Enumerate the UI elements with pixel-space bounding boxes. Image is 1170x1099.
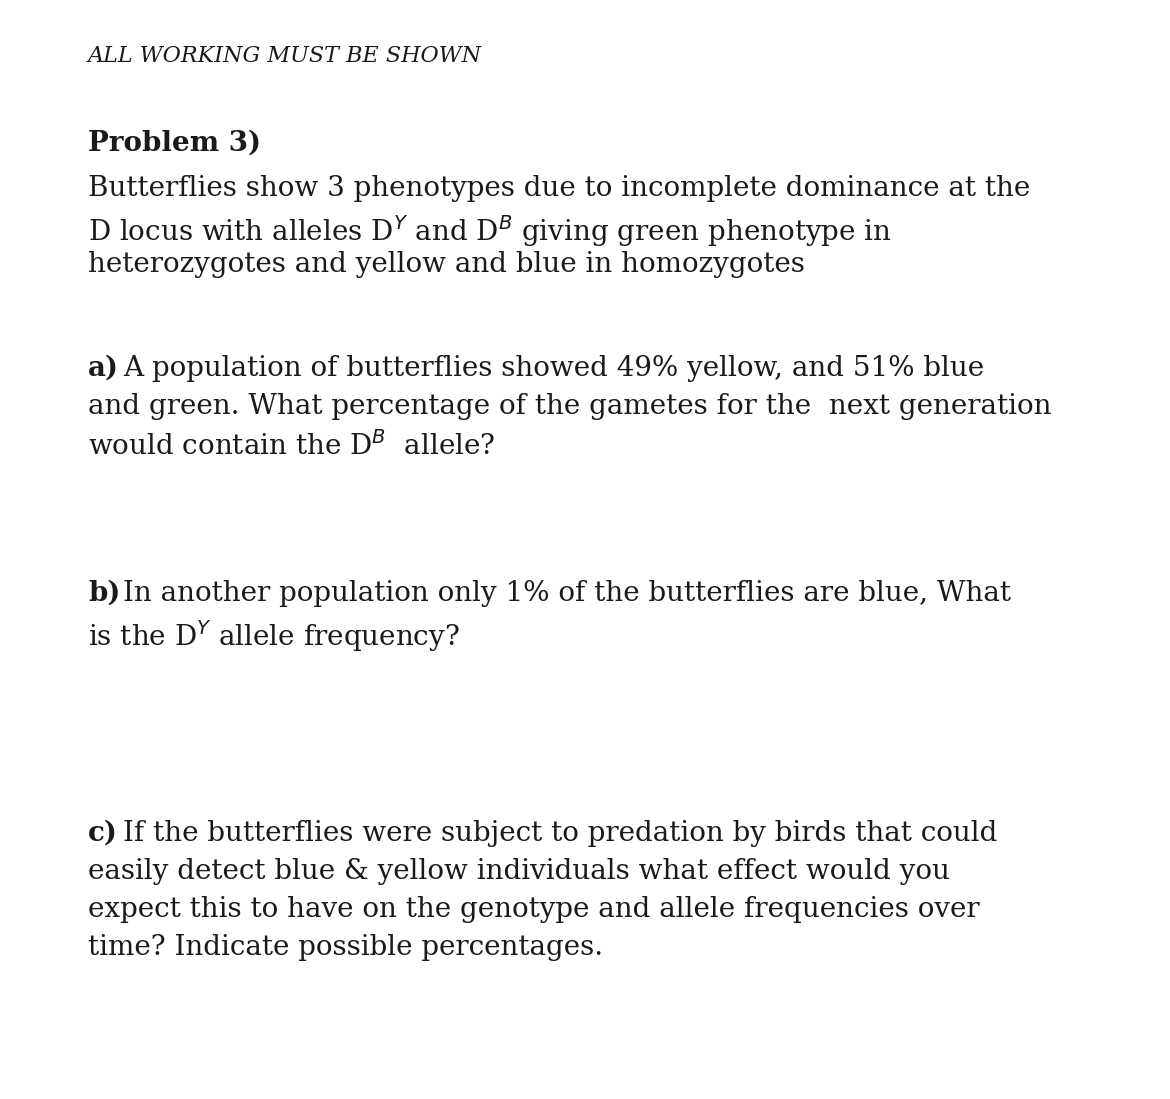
Text: would contain the D$^B$  allele?: would contain the D$^B$ allele? xyxy=(88,431,495,460)
Text: Problem 3): Problem 3) xyxy=(88,130,261,157)
Text: b): b) xyxy=(88,580,121,607)
Text: In another population only 1% of the butterflies are blue, What: In another population only 1% of the but… xyxy=(123,580,1011,607)
Text: heterozygotes and yellow and blue in homozygotes: heterozygotes and yellow and blue in hom… xyxy=(88,251,805,278)
Text: a): a) xyxy=(88,355,119,382)
Text: A population of butterflies showed 49% yellow, and 51% blue: A population of butterflies showed 49% y… xyxy=(123,355,984,382)
Text: c): c) xyxy=(88,820,118,847)
Text: and green. What percentage of the gametes for the  next generation: and green. What percentage of the gamete… xyxy=(88,393,1052,420)
Text: D locus with alleles D$^Y$ and D$^B$ giving green phenotype in: D locus with alleles D$^Y$ and D$^B$ giv… xyxy=(88,213,892,248)
Text: time? Indicate possible percentages.: time? Indicate possible percentages. xyxy=(88,934,603,961)
Text: Butterflies show 3 phenotypes due to incomplete dominance at the: Butterflies show 3 phenotypes due to inc… xyxy=(88,175,1031,202)
Text: is the D$^Y$ allele frequency?: is the D$^Y$ allele frequency? xyxy=(88,618,460,654)
Text: easily detect blue & yellow individuals what effect would you: easily detect blue & yellow individuals … xyxy=(88,858,950,885)
Text: expect this to have on the genotype and allele frequencies over: expect this to have on the genotype and … xyxy=(88,896,979,923)
Text: ALL WORKING MUST BE SHOWN: ALL WORKING MUST BE SHOWN xyxy=(88,45,482,67)
Text: If the butterflies were subject to predation by birds that could: If the butterflies were subject to preda… xyxy=(123,820,997,847)
